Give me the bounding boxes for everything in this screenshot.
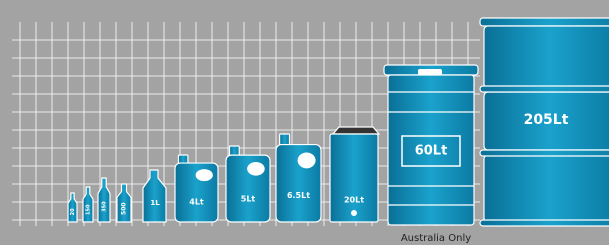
rim xyxy=(480,18,609,26)
jerrycan xyxy=(276,145,321,222)
page: 20 150 350 500 1L 4Lt 5Lt 6.5Lt 20Lt 60Lt 205Lt Au… xyxy=(0,0,609,245)
container-label: 5Lt xyxy=(241,195,256,204)
container-label: 6.5Lt xyxy=(287,191,310,200)
container-label: 1L xyxy=(150,199,160,207)
jerrycan xyxy=(175,163,218,222)
container-label: 350 xyxy=(102,201,108,212)
rim xyxy=(480,86,609,92)
handle xyxy=(418,69,442,75)
drum-section xyxy=(484,26,609,88)
container-label: 4Lt xyxy=(189,197,204,206)
handle xyxy=(298,152,316,168)
container-label: 150 xyxy=(86,204,92,215)
note: Australia Only xyxy=(401,233,471,244)
illustration: 20 150 350 500 1L 4Lt 5Lt 6.5Lt 20Lt 60Lt 205Lt Au… xyxy=(0,0,609,245)
container-label: 205Lt xyxy=(524,112,569,128)
container-label: 20Lt xyxy=(344,196,364,205)
rim xyxy=(480,220,609,226)
tap xyxy=(351,210,357,216)
cap xyxy=(333,127,379,134)
cube xyxy=(330,134,378,222)
container-label: 20 xyxy=(70,208,76,215)
container-label: 60Lt xyxy=(415,144,448,159)
drum-section xyxy=(484,155,609,222)
handle xyxy=(196,169,213,181)
handle xyxy=(247,162,265,176)
rim xyxy=(480,150,609,156)
container-label: 500 xyxy=(121,202,128,215)
jerrycan xyxy=(226,155,270,222)
